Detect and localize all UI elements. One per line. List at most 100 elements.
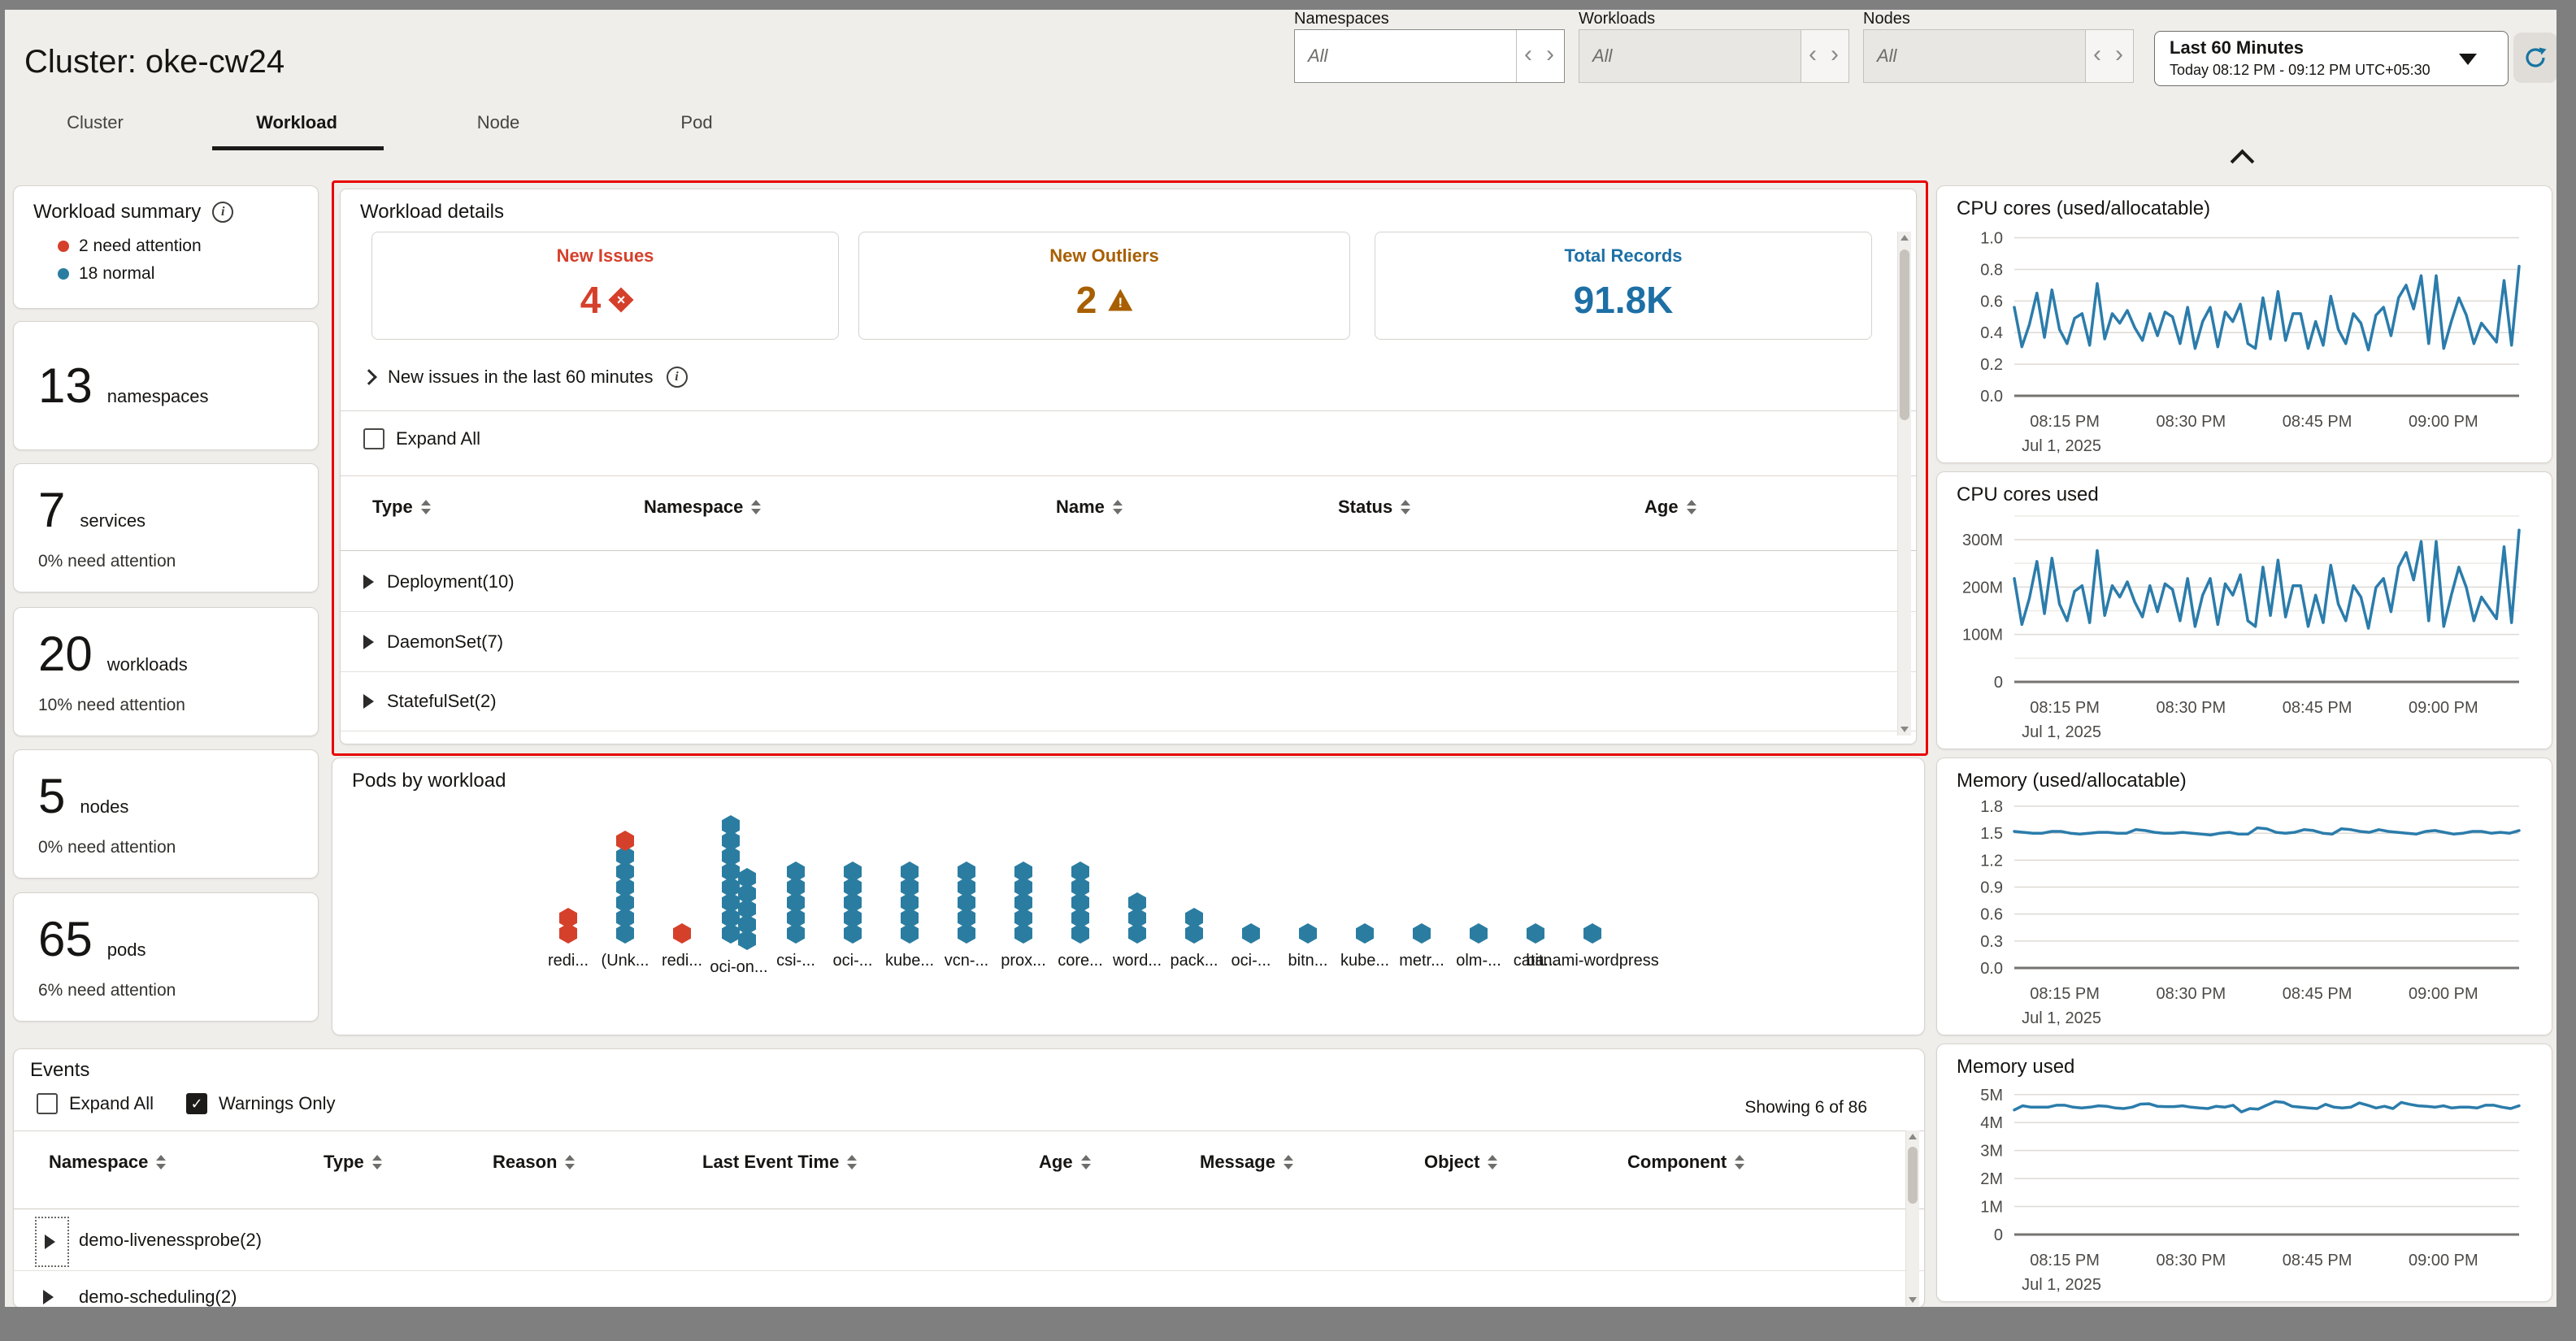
- expand-row-icon[interactable]: [363, 635, 374, 649]
- workload-header-status[interactable]: Status: [1338, 497, 1411, 518]
- new-issues-disclosure[interactable]: New issues in the last 60 minutes i: [361, 367, 688, 388]
- sort-icon[interactable]: [1488, 1155, 1498, 1170]
- vertical-scrollbar[interactable]: [1905, 1131, 1919, 1306]
- stat-card-nodes[interactable]: 5 nodes 0% need attention: [13, 749, 319, 879]
- expand-all-checkbox[interactable]: Expand All: [363, 428, 480, 449]
- pod-hex[interactable]: [958, 877, 975, 897]
- pod-hex[interactable]: [616, 877, 634, 897]
- pod-hex[interactable]: [722, 815, 740, 835]
- pod-hex[interactable]: [616, 831, 634, 851]
- pod-hex[interactable]: [1071, 892, 1089, 913]
- pod-hex[interactable]: [787, 908, 805, 928]
- sort-icon[interactable]: [847, 1155, 858, 1170]
- pod-hex[interactable]: [722, 831, 740, 851]
- next-option-icon[interactable]: ›: [1546, 41, 1554, 67]
- pod-hex[interactable]: [722, 892, 740, 913]
- pod-hex[interactable]: [1071, 923, 1089, 944]
- events-header-object[interactable]: Object: [1424, 1152, 1498, 1173]
- stat-card-namespaces[interactable]: 13 namespaces: [13, 321, 319, 450]
- pod-hex[interactable]: [1071, 861, 1089, 882]
- sort-icon[interactable]: [156, 1155, 167, 1170]
- pod-hex[interactable]: [1014, 923, 1032, 944]
- pod-hex[interactable]: [1583, 923, 1601, 944]
- pod-hex[interactable]: [1470, 923, 1488, 944]
- pod-hex[interactable]: [901, 892, 919, 913]
- workload-header-namespace[interactable]: Namespace: [644, 497, 762, 518]
- namespaces-select[interactable]: All ‹ ›: [1294, 29, 1565, 83]
- expand-row-icon[interactable]: [363, 575, 374, 589]
- pod-hex[interactable]: [1071, 877, 1089, 897]
- tab-workload[interactable]: Workload: [256, 112, 337, 132]
- pod-hex[interactable]: [1128, 908, 1146, 928]
- events-header-namespace[interactable]: Namespace: [49, 1152, 167, 1173]
- table-row-deployment[interactable]: Deployment(10): [363, 571, 515, 592]
- pod-hex[interactable]: [844, 923, 862, 944]
- nodes-select[interactable]: All ‹ ›: [1863, 29, 2134, 83]
- pod-hex[interactable]: [1014, 877, 1032, 897]
- pod-hex[interactable]: [958, 908, 975, 928]
- pod-hex[interactable]: [844, 892, 862, 913]
- pod-hex[interactable]: [1299, 923, 1317, 944]
- checkbox-checked-icon[interactable]: [186, 1093, 207, 1114]
- pod-hex[interactable]: [844, 877, 862, 897]
- pod-hex[interactable]: [722, 846, 740, 866]
- sort-icon[interactable]: [1283, 1155, 1293, 1170]
- vertical-scrollbar[interactable]: [1897, 232, 1911, 736]
- pod-hex[interactable]: [616, 923, 634, 944]
- refresh-button[interactable]: [2513, 33, 2556, 83]
- pod-hex[interactable]: [787, 877, 805, 897]
- events-header-type[interactable]: Type: [324, 1152, 382, 1173]
- scrollbar-thumb[interactable]: [1908, 1147, 1918, 1204]
- checkbox-unchecked-icon[interactable]: [37, 1093, 58, 1114]
- previous-option-icon[interactable]: ‹: [1809, 41, 1817, 67]
- warnings-only-checkbox[interactable]: Warnings Only: [186, 1093, 335, 1114]
- sort-icon[interactable]: [1686, 500, 1696, 514]
- sort-icon[interactable]: [1080, 1155, 1091, 1170]
- stat-card-services[interactable]: 7 services 0% need attention: [13, 463, 319, 592]
- pod-hex[interactable]: [1128, 923, 1146, 944]
- pod-hex[interactable]: [901, 877, 919, 897]
- pod-hex[interactable]: [1071, 908, 1089, 928]
- expand-row-icon[interactable]: [363, 694, 374, 709]
- pod-hex[interactable]: [901, 861, 919, 882]
- stat-card-pods[interactable]: 65 pods 6% need attention: [13, 892, 319, 1022]
- pod-hex[interactable]: [1185, 908, 1203, 928]
- pod-hex[interactable]: [738, 899, 756, 919]
- events-header-age[interactable]: Age: [1039, 1152, 1091, 1173]
- table-row-statefulset[interactable]: StatefulSet(2): [363, 691, 497, 712]
- events-row-demo-livenessprobe[interactable]: demo-livenessprobe(2): [79, 1230, 262, 1250]
- sort-icon[interactable]: [371, 1155, 382, 1170]
- sort-icon[interactable]: [1735, 1155, 1745, 1170]
- time-range-select[interactable]: Last 60 Minutes Today 08:12 PM - 09:12 P…: [2154, 31, 2509, 86]
- pod-hex[interactable]: [738, 868, 756, 888]
- sort-icon[interactable]: [1112, 500, 1123, 514]
- pod-hex[interactable]: [616, 846, 634, 866]
- pod-hex[interactable]: [722, 877, 740, 897]
- events-header-component[interactable]: Component: [1627, 1152, 1745, 1173]
- scroll-up-icon[interactable]: [1901, 235, 1909, 241]
- pod-hex[interactable]: [901, 908, 919, 928]
- pod-hex[interactable]: [559, 923, 577, 944]
- table-row-daemonset[interactable]: DaemonSet(7): [363, 631, 503, 653]
- stat-card-workloads[interactable]: 20 workloads 10% need attention: [13, 607, 319, 736]
- scrollbar-thumb[interactable]: [1900, 250, 1909, 420]
- sort-icon[interactable]: [751, 500, 762, 514]
- pod-hex[interactable]: [844, 908, 862, 928]
- pod-hex[interactable]: [1014, 892, 1032, 913]
- next-option-icon[interactable]: ›: [1831, 41, 1839, 67]
- previous-option-icon[interactable]: ‹: [2093, 41, 2101, 67]
- expand-row-icon[interactable]: [45, 1235, 55, 1249]
- pod-hex[interactable]: [1356, 923, 1374, 944]
- pod-hex[interactable]: [787, 923, 805, 944]
- expand-row-icon[interactable]: [43, 1290, 54, 1304]
- pod-hex[interactable]: [1527, 923, 1544, 944]
- events-row-demo-scheduling[interactable]: demo-scheduling(2): [79, 1287, 237, 1307]
- tab-node[interactable]: Node: [476, 112, 520, 132]
- events-header-reason[interactable]: Reason: [493, 1152, 576, 1173]
- pod-hex[interactable]: [722, 923, 740, 944]
- pod-hex[interactable]: [1242, 923, 1260, 944]
- pod-hex[interactable]: [958, 892, 975, 913]
- pod-hex[interactable]: [616, 892, 634, 913]
- pod-hex[interactable]: [1128, 892, 1146, 913]
- info-icon[interactable]: i: [666, 367, 688, 388]
